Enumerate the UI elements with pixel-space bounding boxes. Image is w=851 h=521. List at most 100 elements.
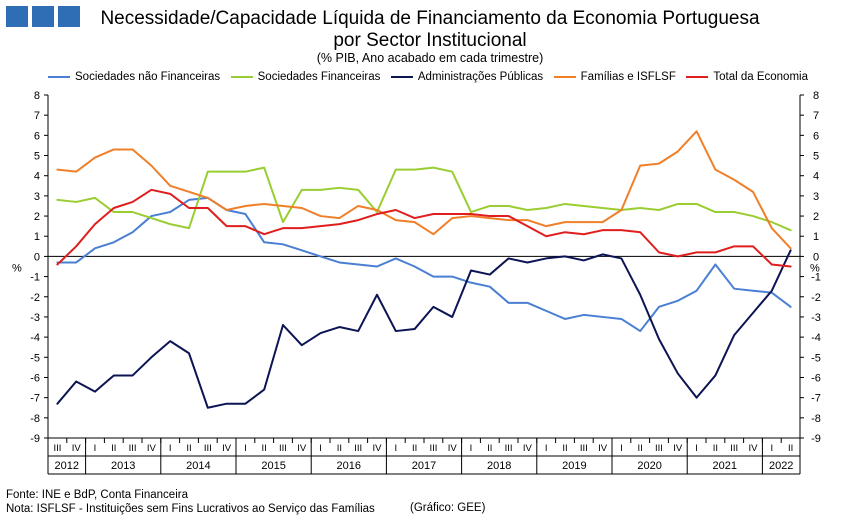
quarter-label: IV <box>749 443 759 454</box>
y-tick-label-left: 7 <box>34 110 40 122</box>
y-tick-label-right: 3 <box>813 191 819 203</box>
quarter-label: IV <box>523 443 533 454</box>
y-tick-label-right: 4 <box>813 171 819 183</box>
y-tick-label-right: 6 <box>813 130 819 142</box>
quarter-label: II <box>713 443 718 454</box>
legend-label-ap: Administrações Públicas <box>417 71 544 83</box>
quarter-label: I <box>770 443 773 454</box>
quarter-label: II <box>262 443 267 454</box>
y-tick-label-right: -2 <box>811 292 821 304</box>
y-tick-label-left: 2 <box>34 211 40 223</box>
y-tick-label-left: 3 <box>34 191 40 203</box>
legend-swatch-total <box>686 76 709 78</box>
y-tick-label-left: 1 <box>34 231 40 243</box>
quarter-label: I <box>244 443 247 454</box>
legend-label-total: Total da Economia <box>713 71 808 83</box>
chart-title: Necessidade/Capacidade Líquida de Financ… <box>60 8 800 52</box>
y-tick-label-left: 8 <box>34 90 40 102</box>
legend-item-sf: Sociedades Financeiras <box>230 71 380 83</box>
chart-subtitle: (% PIB, Ano acabado em cada trimestre) <box>316 51 544 65</box>
legend-item-snf: Sociedades não Financeiras <box>48 71 220 83</box>
source-line: Fonte: INE e BdP, Conta Financeira <box>6 489 188 501</box>
y-tick-label-left: -2 <box>30 292 40 304</box>
year-label: 2017 <box>412 460 436 472</box>
y-unit-label-left: % <box>12 262 22 274</box>
logo-block-2 <box>32 6 54 27</box>
y-tick-label-right: 5 <box>813 151 819 163</box>
legend-swatch-ap <box>390 76 413 78</box>
quarter-label: IV <box>297 443 307 454</box>
quarter-label: I <box>394 443 397 454</box>
y-tick-label-left: -7 <box>30 393 40 405</box>
quarter-label: III <box>505 443 513 454</box>
quarter-label: III <box>204 443 212 454</box>
quarter-label: I <box>319 443 322 454</box>
y-tick-label-left: 6 <box>34 130 40 142</box>
y-tick-label-left: -6 <box>30 372 40 384</box>
year-label: 2020 <box>637 460 661 472</box>
quarter-label: IV <box>222 443 232 454</box>
quarter-label: I <box>620 443 623 454</box>
y-tick-label-left: -3 <box>30 312 40 324</box>
y-tick-label-right: 7 <box>813 110 819 122</box>
year-label: 2021 <box>713 460 737 472</box>
chart-legend: Sociedades não Financeiras Sociedades Fi… <box>48 71 808 83</box>
quarter-label: III <box>429 443 437 454</box>
series-line-total <box>56 188 792 268</box>
logo-block-1 <box>6 6 28 27</box>
series-line-ap <box>56 249 792 409</box>
quarter-label: III <box>279 443 287 454</box>
y-tick-label-left: -8 <box>30 413 40 425</box>
quarter-label: II <box>186 443 191 454</box>
series-line-snf <box>56 196 792 333</box>
legend-item-total: Total da Economia <box>686 71 808 83</box>
quarter-label: IV <box>598 443 608 454</box>
quarter-label: IV <box>448 443 458 454</box>
legend-swatch-snf <box>48 76 70 78</box>
quarter-label: III <box>53 443 61 454</box>
year-label: 2022 <box>769 460 793 472</box>
logo-block-3 <box>58 6 80 27</box>
y-tick-label-right: -8 <box>811 413 821 425</box>
year-label: 2019 <box>562 460 586 472</box>
year-label: 2012 <box>55 460 79 472</box>
y-tick-label-right: -1 <box>811 272 821 284</box>
quarter-label: III <box>354 443 362 454</box>
y-tick-label-right: 2 <box>813 211 819 223</box>
quarter-label: II <box>487 443 492 454</box>
y-tick-label-left: 5 <box>34 151 40 163</box>
series-line-fam <box>56 130 792 250</box>
quarter-label: I <box>94 443 97 454</box>
quarter-label: II <box>111 443 116 454</box>
quarter-label: I <box>545 443 548 454</box>
y-tick-label-left: 0 <box>34 251 40 263</box>
y-tick-label-left: -9 <box>30 433 40 445</box>
legend-item-ap: Administrações Públicas <box>390 71 544 83</box>
quarter-label: III <box>655 443 663 454</box>
y-tick-label-left: -4 <box>30 332 40 344</box>
chart-x-axis: III IV I II III IV I II III IV I II III IV I II III IV I II… <box>47 437 801 475</box>
quarter-label: IV <box>147 443 157 454</box>
y-tick-label-right: -9 <box>811 433 821 445</box>
quarter-label: II <box>562 443 567 454</box>
legend-swatch-sf <box>230 76 253 78</box>
quarter-label: III <box>730 443 738 454</box>
chart-series-lines <box>56 130 792 409</box>
y-tick-label-right: -5 <box>811 352 821 364</box>
year-label: 2018 <box>487 460 511 472</box>
y-tick-label-left: 4 <box>34 171 40 183</box>
year-label: 2013 <box>111 460 135 472</box>
quarter-label: I <box>470 443 473 454</box>
quarter-label: II <box>638 443 643 454</box>
quarter-label: III <box>129 443 137 454</box>
quarter-label: II <box>337 443 342 454</box>
y-tick-label-right: 0 <box>813 251 819 263</box>
quarter-label: IV <box>373 443 383 454</box>
quarter-label: II <box>412 443 417 454</box>
note-line: Nota: ISFLSF - Instituições sem Fins Luc… <box>6 503 375 515</box>
y-tick-label-right: 1 <box>813 231 819 243</box>
quarter-label: I <box>169 443 172 454</box>
quarter-label: II <box>788 443 793 454</box>
chart-credit: (Gráfico: GEE) <box>410 502 486 514</box>
